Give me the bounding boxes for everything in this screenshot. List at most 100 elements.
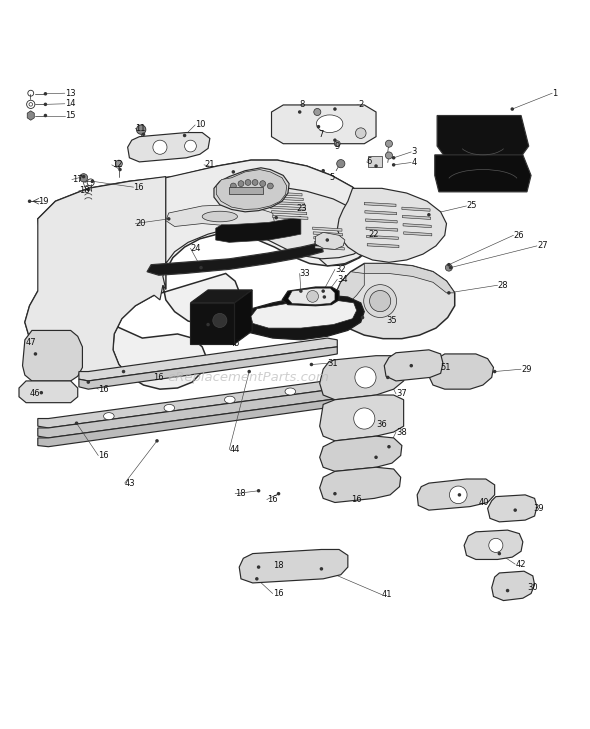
Circle shape (185, 140, 196, 152)
Polygon shape (402, 215, 431, 219)
Circle shape (333, 107, 337, 111)
Circle shape (155, 439, 159, 443)
Text: 29: 29 (521, 364, 532, 374)
Ellipse shape (316, 115, 343, 133)
Polygon shape (22, 330, 83, 381)
Polygon shape (191, 303, 234, 344)
Circle shape (427, 213, 431, 217)
Polygon shape (251, 300, 357, 328)
Text: 30: 30 (527, 583, 537, 592)
Polygon shape (270, 206, 306, 210)
Text: 7: 7 (319, 130, 324, 139)
Text: 26: 26 (513, 231, 524, 240)
Circle shape (322, 169, 325, 173)
Text: 42: 42 (515, 560, 526, 569)
Text: 13: 13 (65, 89, 76, 98)
Polygon shape (402, 207, 430, 211)
Text: 47: 47 (26, 338, 37, 347)
Circle shape (252, 179, 258, 185)
Text: 2: 2 (358, 101, 363, 109)
Polygon shape (366, 235, 398, 239)
Circle shape (167, 217, 171, 221)
Circle shape (247, 370, 251, 373)
Circle shape (355, 367, 376, 388)
Polygon shape (335, 263, 455, 339)
Circle shape (34, 352, 37, 356)
Text: 11: 11 (135, 124, 146, 133)
Circle shape (335, 141, 340, 147)
Circle shape (322, 289, 325, 293)
Text: 21: 21 (204, 160, 215, 169)
Circle shape (44, 92, 47, 95)
Text: 28: 28 (497, 281, 508, 289)
Polygon shape (267, 192, 302, 196)
Polygon shape (271, 105, 376, 144)
Circle shape (450, 486, 467, 504)
Polygon shape (216, 217, 301, 242)
Polygon shape (147, 242, 323, 276)
Circle shape (274, 216, 278, 219)
Text: 18: 18 (235, 489, 245, 498)
Ellipse shape (225, 396, 235, 403)
Text: 33: 33 (300, 269, 310, 278)
Polygon shape (384, 350, 443, 381)
Polygon shape (316, 233, 345, 249)
Circle shape (360, 316, 364, 319)
Text: 34: 34 (337, 275, 348, 284)
Polygon shape (25, 176, 166, 376)
Text: 9: 9 (335, 141, 340, 151)
Text: 3: 3 (411, 147, 417, 157)
Circle shape (142, 133, 145, 136)
Circle shape (82, 175, 86, 179)
Text: eReplacementParts.com: eReplacementParts.com (167, 371, 329, 384)
Ellipse shape (104, 413, 114, 420)
Text: 8: 8 (300, 101, 305, 109)
Text: 46: 46 (30, 389, 40, 398)
Circle shape (87, 188, 90, 191)
Circle shape (510, 107, 514, 111)
Text: 4: 4 (411, 158, 417, 167)
Polygon shape (79, 347, 337, 389)
Circle shape (337, 160, 345, 168)
Text: 23: 23 (296, 204, 307, 214)
Circle shape (183, 133, 186, 137)
Circle shape (75, 421, 78, 425)
Circle shape (385, 152, 392, 159)
Circle shape (257, 565, 260, 569)
Circle shape (458, 493, 461, 496)
Text: 32: 32 (335, 265, 346, 274)
Text: 41: 41 (382, 590, 392, 599)
Circle shape (326, 238, 329, 242)
Text: 16: 16 (99, 451, 109, 460)
Circle shape (447, 263, 451, 266)
Circle shape (255, 577, 258, 580)
Circle shape (245, 179, 251, 185)
Polygon shape (366, 227, 398, 231)
Circle shape (260, 181, 266, 187)
Text: 44: 44 (230, 445, 240, 454)
Polygon shape (320, 395, 404, 441)
Polygon shape (365, 211, 396, 215)
Circle shape (513, 508, 517, 512)
Polygon shape (269, 201, 304, 206)
Circle shape (449, 266, 453, 270)
Text: 24: 24 (191, 243, 201, 253)
Polygon shape (282, 287, 339, 305)
Text: 25: 25 (467, 201, 477, 211)
Polygon shape (191, 290, 252, 303)
Circle shape (333, 492, 337, 496)
Text: 16: 16 (273, 589, 283, 598)
Polygon shape (367, 243, 399, 248)
Text: 6: 6 (366, 157, 372, 166)
Polygon shape (27, 111, 34, 120)
Polygon shape (491, 572, 535, 601)
Circle shape (497, 552, 501, 555)
Circle shape (307, 291, 319, 303)
Text: 27: 27 (537, 241, 548, 250)
Text: 45: 45 (230, 340, 240, 348)
Polygon shape (335, 272, 364, 318)
Text: 35: 35 (386, 316, 396, 325)
Circle shape (317, 125, 320, 128)
Circle shape (231, 183, 236, 189)
Polygon shape (251, 184, 370, 259)
